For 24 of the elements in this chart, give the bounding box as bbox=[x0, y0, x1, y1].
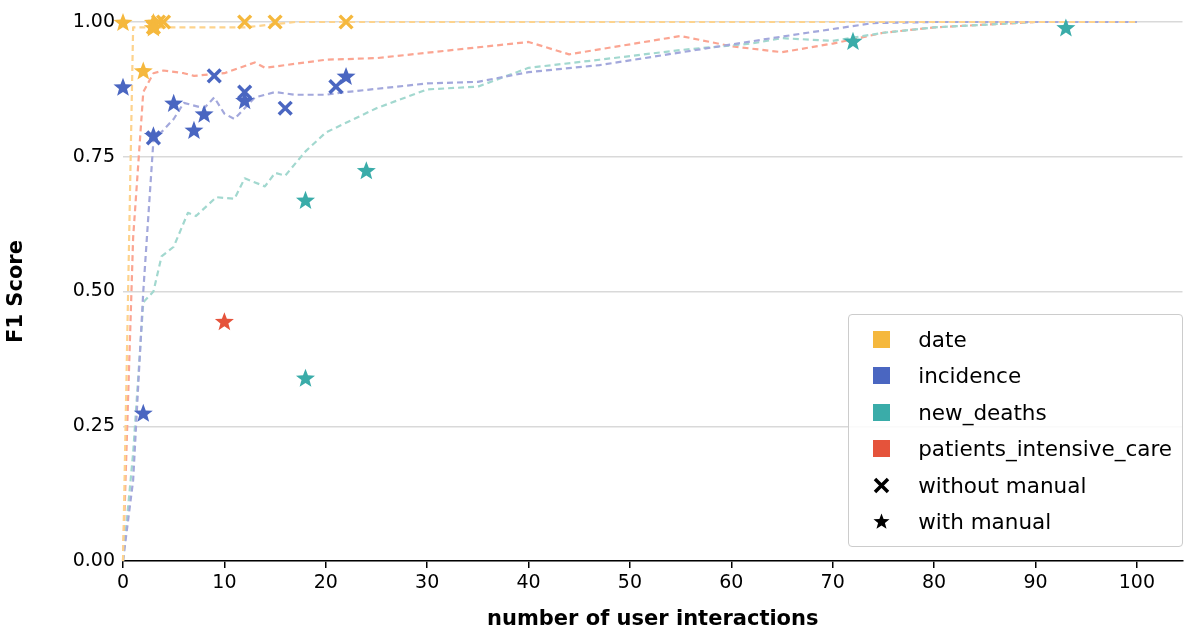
y-tick-label: 0.75 bbox=[72, 143, 115, 166]
x-tick-label: 70 bbox=[820, 570, 845, 593]
legend-label: patients_intensive_care bbox=[918, 436, 1172, 462]
x-tick-label: 0 bbox=[116, 570, 130, 593]
legend-label: incidence bbox=[918, 363, 1022, 389]
legend-label: new_deaths bbox=[918, 399, 1047, 425]
x-tick-label: 50 bbox=[617, 570, 643, 593]
x-tick-label: 90 bbox=[1023, 570, 1048, 593]
y-tick-label: 0.25 bbox=[72, 413, 115, 436]
y-axis-title: F1 Score bbox=[3, 240, 28, 343]
legend-label: date bbox=[918, 326, 967, 352]
x-tick-label: 30 bbox=[415, 570, 440, 593]
x-tick-label: 40 bbox=[516, 570, 541, 593]
x-tick-label: 100 bbox=[1118, 570, 1156, 593]
x-tick-label: 80 bbox=[922, 570, 947, 593]
legend-label: without manual bbox=[918, 472, 1087, 498]
y-tick-label: 1.00 bbox=[72, 8, 115, 31]
y-tick-label: 0.50 bbox=[72, 278, 115, 301]
x-axis-title: number of user interactions bbox=[487, 605, 819, 630]
x-tick-label: 60 bbox=[719, 570, 744, 593]
x-tick-label: 10 bbox=[212, 570, 237, 593]
legend-label: with manual bbox=[918, 509, 1052, 535]
x-tick-label: 20 bbox=[313, 570, 338, 593]
y-tick-label: 0.00 bbox=[72, 547, 115, 570]
